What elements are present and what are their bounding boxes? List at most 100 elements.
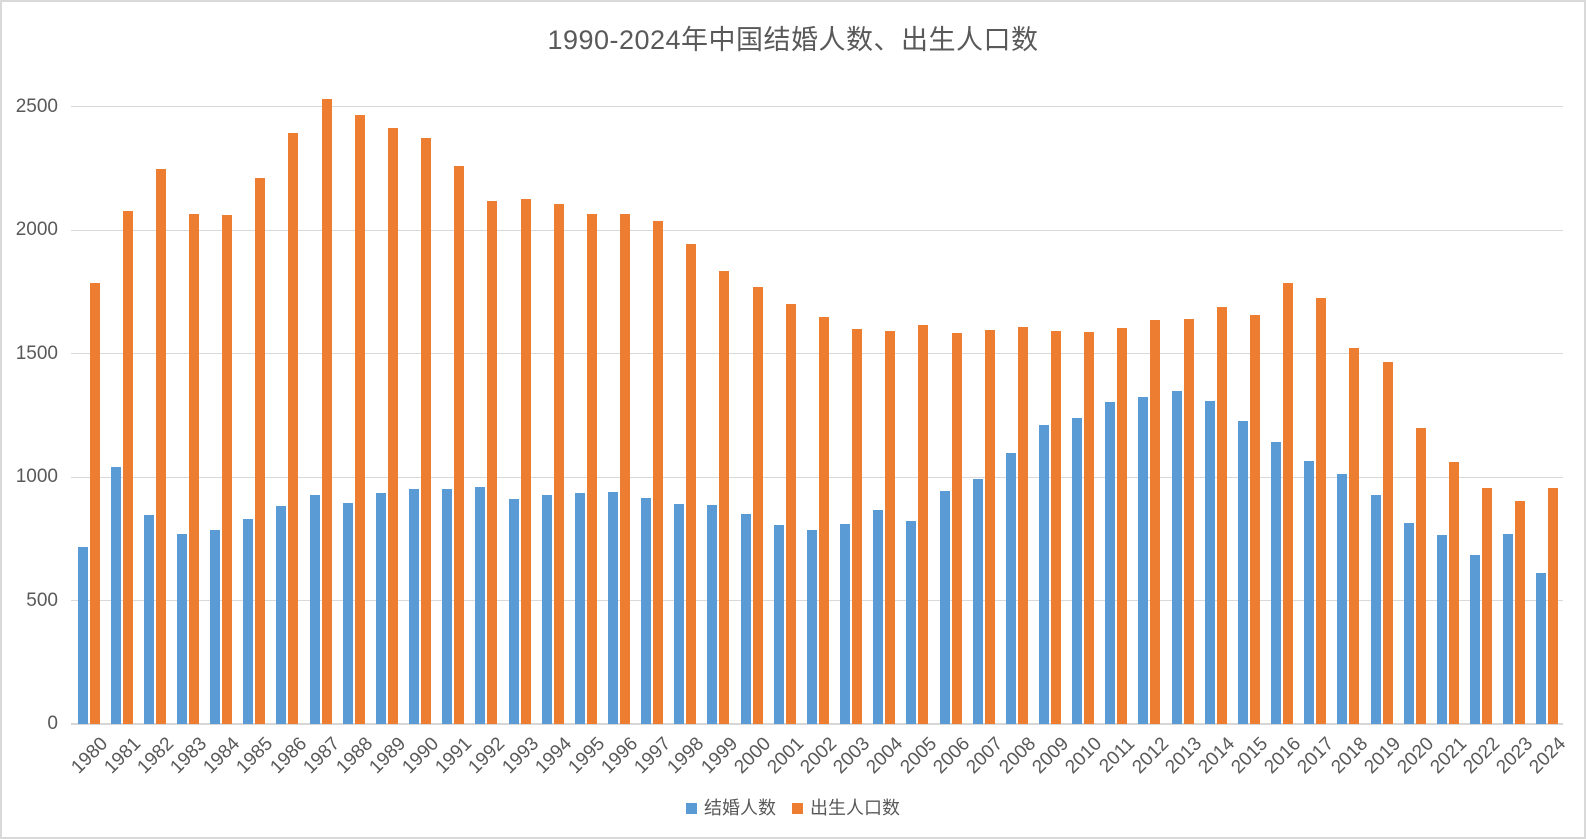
births-bar <box>1349 347 1360 724</box>
marriage-bar <box>110 467 121 724</box>
marriage-bar <box>939 490 950 724</box>
births-bar <box>1051 331 1061 724</box>
marriage-series-swatch <box>686 802 697 814</box>
births-bar <box>918 324 929 724</box>
births-bar <box>1283 282 1294 724</box>
births-bar <box>1084 331 1095 724</box>
marriage-bar <box>972 479 983 724</box>
marriage-bar <box>508 498 519 724</box>
births-bar <box>1183 318 1194 724</box>
births-bar <box>354 115 365 724</box>
births-bar <box>1150 320 1161 724</box>
births-bar <box>785 303 796 724</box>
marriage-bar <box>442 489 453 724</box>
marriage-bar <box>641 498 652 724</box>
marriage-bar <box>77 546 88 724</box>
births-bar <box>1415 427 1426 724</box>
births-bar <box>1117 327 1128 724</box>
marriage-bar <box>574 493 585 724</box>
births-bar <box>553 204 564 724</box>
gridline <box>71 353 1563 354</box>
births-bar <box>686 244 697 724</box>
marriage-bar <box>1436 535 1447 724</box>
y-axis-label: 2000 <box>15 219 58 240</box>
marriage-bar <box>873 509 884 724</box>
marriage-bar <box>1470 555 1481 724</box>
births-bar <box>487 200 498 724</box>
marriage-bar <box>1171 391 1182 724</box>
marriage-bar <box>342 502 353 724</box>
marriage-bar <box>1072 417 1083 724</box>
births-series-swatch <box>792 802 803 814</box>
marriage-bar <box>475 486 486 724</box>
births-bar <box>885 330 896 724</box>
marriage-bar <box>806 529 817 724</box>
births-bar <box>1249 315 1260 724</box>
marriage-bar <box>674 503 685 724</box>
legend-item-births: 出生人口数 <box>792 797 900 819</box>
births-bar <box>421 137 432 724</box>
marriage-bar <box>176 534 187 724</box>
births-bar <box>818 317 829 724</box>
births-bar <box>852 329 863 724</box>
x-axis-line <box>71 723 1563 725</box>
marriage-bar <box>210 529 221 724</box>
y-axis-label: 1500 <box>15 342 58 364</box>
births-bar <box>1515 501 1526 724</box>
births-bar <box>653 220 664 724</box>
births-bar <box>255 177 266 724</box>
births-bar <box>719 271 730 724</box>
births-bar <box>586 214 597 724</box>
births-bar <box>387 127 398 724</box>
marriage-bar <box>1503 534 1514 724</box>
births-bar <box>520 198 531 724</box>
marriage-bar <box>1337 473 1348 724</box>
marriage-bar <box>1005 452 1016 724</box>
legend-label-births: 出生人口数 <box>810 798 900 818</box>
births-bar <box>1017 326 1028 724</box>
births-bar <box>752 286 763 724</box>
births-bar <box>1382 362 1393 724</box>
y-axis-label: 500 <box>26 589 58 611</box>
marriage-bar <box>707 505 718 724</box>
marriage-bar <box>607 492 618 724</box>
births-bar <box>984 330 995 724</box>
marriage-bar <box>1304 461 1315 724</box>
births-bar <box>188 213 199 724</box>
births-bar <box>619 213 630 724</box>
marriage-bar <box>541 494 552 724</box>
marriage-bar <box>1271 441 1282 724</box>
gridline <box>71 476 1563 478</box>
marriage-bar <box>840 523 851 724</box>
marriage-bar <box>1204 401 1215 724</box>
births-bar <box>321 99 332 724</box>
legend-label-marriage: 结婚人数 <box>704 798 776 818</box>
marriage-bar <box>1138 397 1149 724</box>
marriage-bar <box>1105 402 1116 724</box>
marriage-bar <box>906 520 917 724</box>
births-bar <box>288 132 299 724</box>
legend: 结婚人数 出生人口数 <box>2 797 1584 819</box>
births-bar <box>951 332 962 724</box>
births-bar <box>1216 307 1227 724</box>
births-bar <box>1448 461 1459 724</box>
legend-item-marriage: 结婚人数 <box>686 797 776 819</box>
y-axis-label: 2500 <box>15 95 58 117</box>
marriage-bar <box>740 514 751 724</box>
marriage-bar <box>1039 424 1049 724</box>
gridline <box>71 106 1563 107</box>
births-bar <box>1316 298 1327 724</box>
marriage-bar <box>143 515 154 724</box>
marriage-bar <box>243 518 254 724</box>
marriage-bar <box>773 525 784 724</box>
births-bar <box>1548 488 1559 724</box>
marriage-bar <box>309 495 320 724</box>
births-bar <box>222 214 233 724</box>
births-bar <box>122 210 133 724</box>
births-bar <box>454 166 465 724</box>
marriage-bar <box>1237 421 1248 724</box>
marriage-bar <box>1403 523 1414 724</box>
births-bar <box>89 282 100 724</box>
marriage-bar <box>276 505 287 724</box>
